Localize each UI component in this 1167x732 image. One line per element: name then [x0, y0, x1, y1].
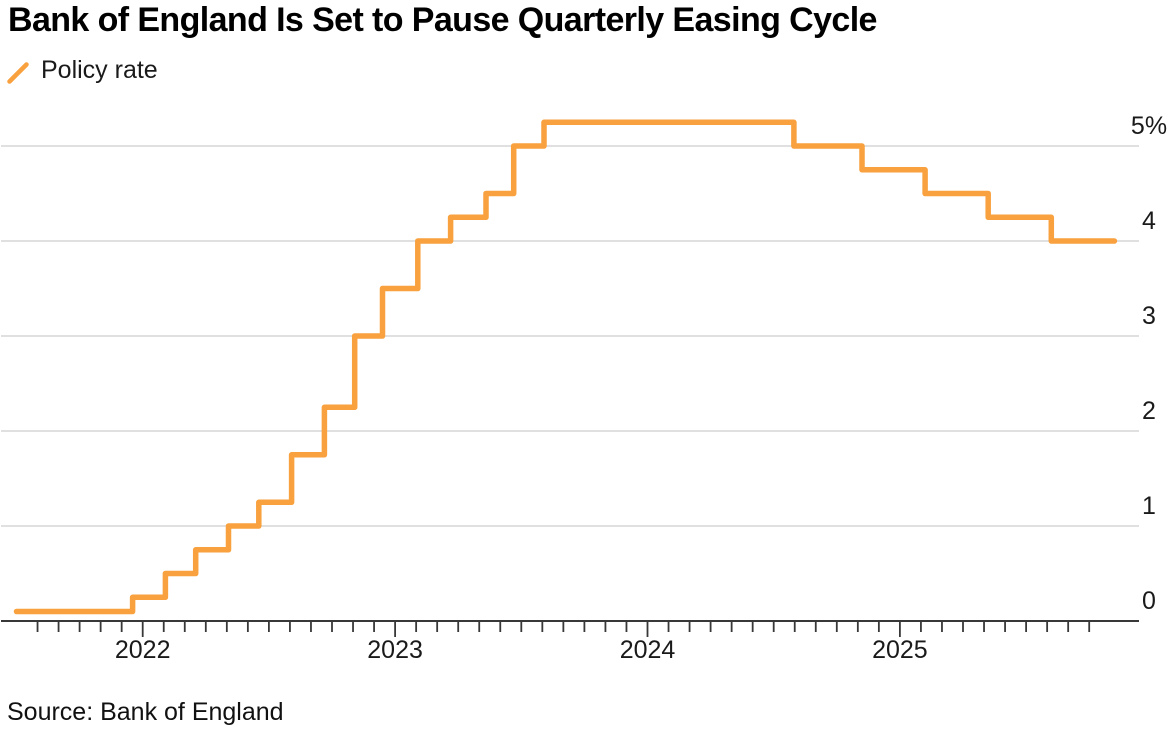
- x-axis-label: 2025: [872, 636, 928, 664]
- y-axis-label: 1: [1142, 492, 1156, 520]
- y-axis-label: 2: [1142, 397, 1156, 425]
- y-axis-label: 0: [1142, 587, 1156, 615]
- policy-rate-line-icon: [7, 61, 29, 84]
- x-axis-label: 2022: [115, 636, 171, 664]
- y-axis-label: 5%: [1131, 112, 1167, 140]
- legend-label: Policy rate: [41, 56, 158, 84]
- source-note: Source: Bank of England: [7, 698, 284, 726]
- x-axis-label: 2024: [620, 636, 676, 664]
- legend: Policy rate: [6, 58, 158, 85]
- y-axis-label: 4: [1142, 207, 1156, 235]
- chart-title: Bank of England Is Set to Pause Quarterl…: [8, 1, 877, 39]
- policy-rate-line: [13, 119, 1118, 615]
- x-axis-label: 2023: [367, 636, 423, 664]
- y-axis-label: 3: [1142, 302, 1156, 330]
